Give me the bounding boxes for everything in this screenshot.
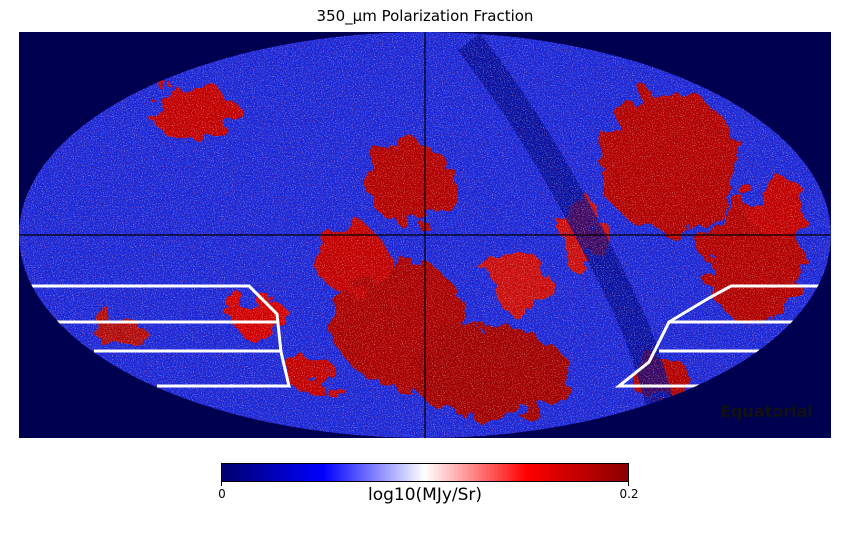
colorbar-min-tick bbox=[221, 481, 222, 486]
coordinate-system-label: Equatorial bbox=[720, 402, 813, 421]
colorbar bbox=[221, 463, 629, 482]
map-content bbox=[19, 32, 831, 438]
figure-title: 350_μm Polarization Fraction bbox=[316, 7, 534, 25]
colorbar-max-label: 0.2 bbox=[619, 487, 639, 501]
colorbar-title: log10(MJy/Sr) bbox=[367, 485, 483, 505]
colorbar-min-label: 0 bbox=[218, 487, 226, 501]
sky-map bbox=[19, 32, 831, 438]
colorbar-max-tick bbox=[628, 481, 629, 486]
mollweide-map-svg bbox=[19, 32, 831, 438]
